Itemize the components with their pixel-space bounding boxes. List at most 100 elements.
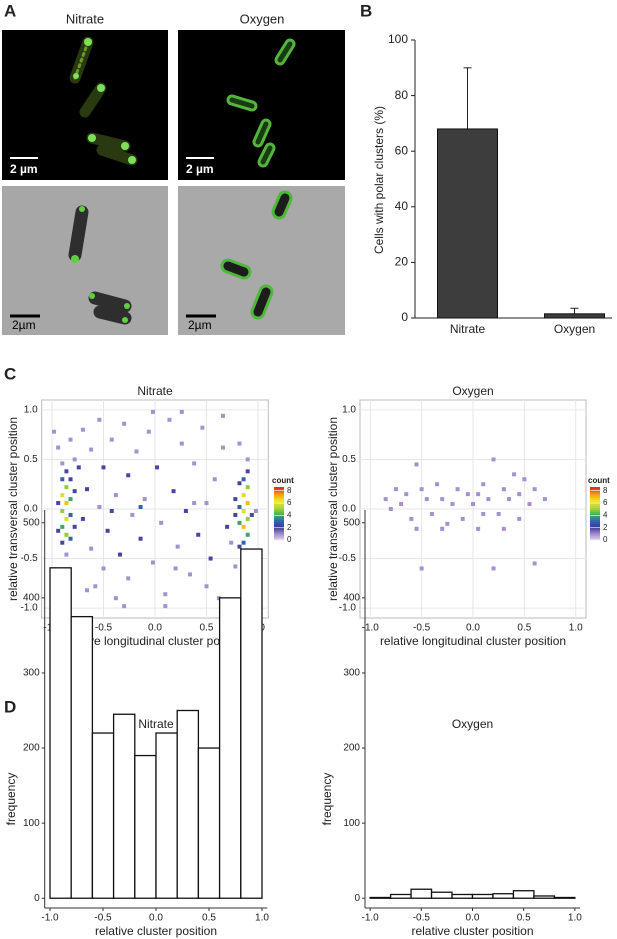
bar xyxy=(544,313,605,319)
histogram-bar xyxy=(533,895,556,899)
colorbar-step xyxy=(590,511,600,514)
histogram-bar xyxy=(218,597,242,899)
heat-cell xyxy=(532,561,537,566)
colorbar-step xyxy=(274,521,284,525)
x-tick-label: -1.0 xyxy=(362,913,380,924)
histogram-bar xyxy=(70,615,94,899)
colorbar-step xyxy=(590,533,600,537)
y-tick-label: -1.0 xyxy=(339,603,357,614)
heat-cell xyxy=(429,511,434,516)
x-tick-label: -1.0 xyxy=(362,623,380,634)
heat-cell xyxy=(241,540,246,545)
y-tick-label: 500 xyxy=(23,517,40,528)
heat-cell xyxy=(220,445,225,450)
x-axis-label: relative cluster position xyxy=(411,924,533,938)
heat-cell xyxy=(68,437,73,442)
heat-cell xyxy=(245,516,250,521)
colorbar-step xyxy=(274,527,284,531)
colorbar-step xyxy=(590,521,600,525)
colorbar-step xyxy=(590,507,600,510)
heat-cell xyxy=(388,507,393,511)
heat-cell xyxy=(419,566,424,571)
heat-cell xyxy=(101,465,106,470)
heat-cell xyxy=(208,556,213,561)
heat-cell xyxy=(196,532,201,537)
heat-cell xyxy=(517,516,522,521)
heat-cell xyxy=(414,526,419,531)
image-title: Oxygen xyxy=(240,11,285,26)
y-tick-label: 0 xyxy=(34,893,40,904)
colorbar-step xyxy=(274,513,284,517)
heat-cell xyxy=(175,544,180,549)
heat-cell xyxy=(200,425,205,430)
y-axis-label: Cells with polar clusters (%) xyxy=(372,106,386,254)
heat-cell xyxy=(64,469,69,474)
heat-cell xyxy=(465,492,470,497)
heat-cell xyxy=(393,487,398,492)
y-tick-label: 400 xyxy=(23,593,40,604)
heat-cell xyxy=(60,493,65,498)
heat-cell xyxy=(506,497,511,502)
histogram-bar xyxy=(240,548,263,899)
panel-label: A xyxy=(4,1,16,20)
y-tick-label: 300 xyxy=(343,668,360,679)
heat-cell xyxy=(64,532,69,537)
heat-cell xyxy=(167,417,172,422)
y-tick-label: 0.5 xyxy=(342,454,356,465)
heat-cell xyxy=(241,524,246,529)
heat-cell xyxy=(204,584,209,589)
scale-bar-label: 2 µm xyxy=(186,162,214,176)
histogram-bar xyxy=(410,888,433,899)
heat-cell xyxy=(237,520,242,525)
micrograph-fluor-oxygen: 2 µm xyxy=(178,30,345,180)
colorbar-step xyxy=(590,535,600,539)
y-tick-label: 400 xyxy=(343,593,360,604)
heat-cell xyxy=(476,492,481,497)
heat-cell xyxy=(486,497,491,502)
heat-cell xyxy=(183,508,188,513)
histogram-bar xyxy=(512,890,535,899)
y-tick-label: 0.5 xyxy=(24,454,38,465)
heat-cell xyxy=(64,485,69,490)
colorbar-step xyxy=(274,509,284,512)
heat-cell xyxy=(93,584,98,589)
colorbar-step xyxy=(274,523,284,527)
heat-cell xyxy=(117,552,122,557)
x-axis-label: relative cluster position xyxy=(95,924,217,938)
colorbar-step xyxy=(590,517,600,521)
heat-cell xyxy=(249,512,254,517)
x-tick-label: -0.5 xyxy=(95,623,113,634)
heat-cell xyxy=(97,417,102,422)
heat-cell xyxy=(68,512,73,517)
heat-cell xyxy=(146,429,151,434)
image-title: Nitrate xyxy=(66,11,104,26)
x-tick-label: 0.5 xyxy=(517,913,531,924)
y-axis-label: frequency xyxy=(4,773,18,826)
heat-cell xyxy=(419,487,424,492)
heat-cell xyxy=(134,449,139,454)
heat-cell xyxy=(445,521,450,526)
chart-title: Oxygen xyxy=(452,717,493,731)
heat-cell xyxy=(72,524,77,529)
heat-cell xyxy=(122,604,127,609)
colorbar-step xyxy=(590,489,600,492)
y-tick-label: 200 xyxy=(343,743,360,754)
histogram-bar xyxy=(389,893,412,899)
heat-cell xyxy=(225,524,230,529)
colorbar-step xyxy=(274,525,284,529)
heat-cell xyxy=(60,508,65,513)
y-tick-label: 0.0 xyxy=(24,504,38,515)
heat-cell xyxy=(72,457,77,462)
heat-cell xyxy=(126,576,131,581)
colorbar-step xyxy=(274,503,284,506)
histogram-bar xyxy=(492,893,515,899)
y-tick-label: 200 xyxy=(23,743,40,754)
micrograph-phase-nitrate: 2µm xyxy=(2,186,168,335)
heat-cell xyxy=(192,501,197,506)
heat-cell xyxy=(481,482,486,487)
colorbar-title: count xyxy=(272,476,294,485)
y-tick-label: 500 xyxy=(343,517,360,528)
x-tick-label: 0.5 xyxy=(517,623,531,634)
colorbar-step xyxy=(590,503,600,506)
